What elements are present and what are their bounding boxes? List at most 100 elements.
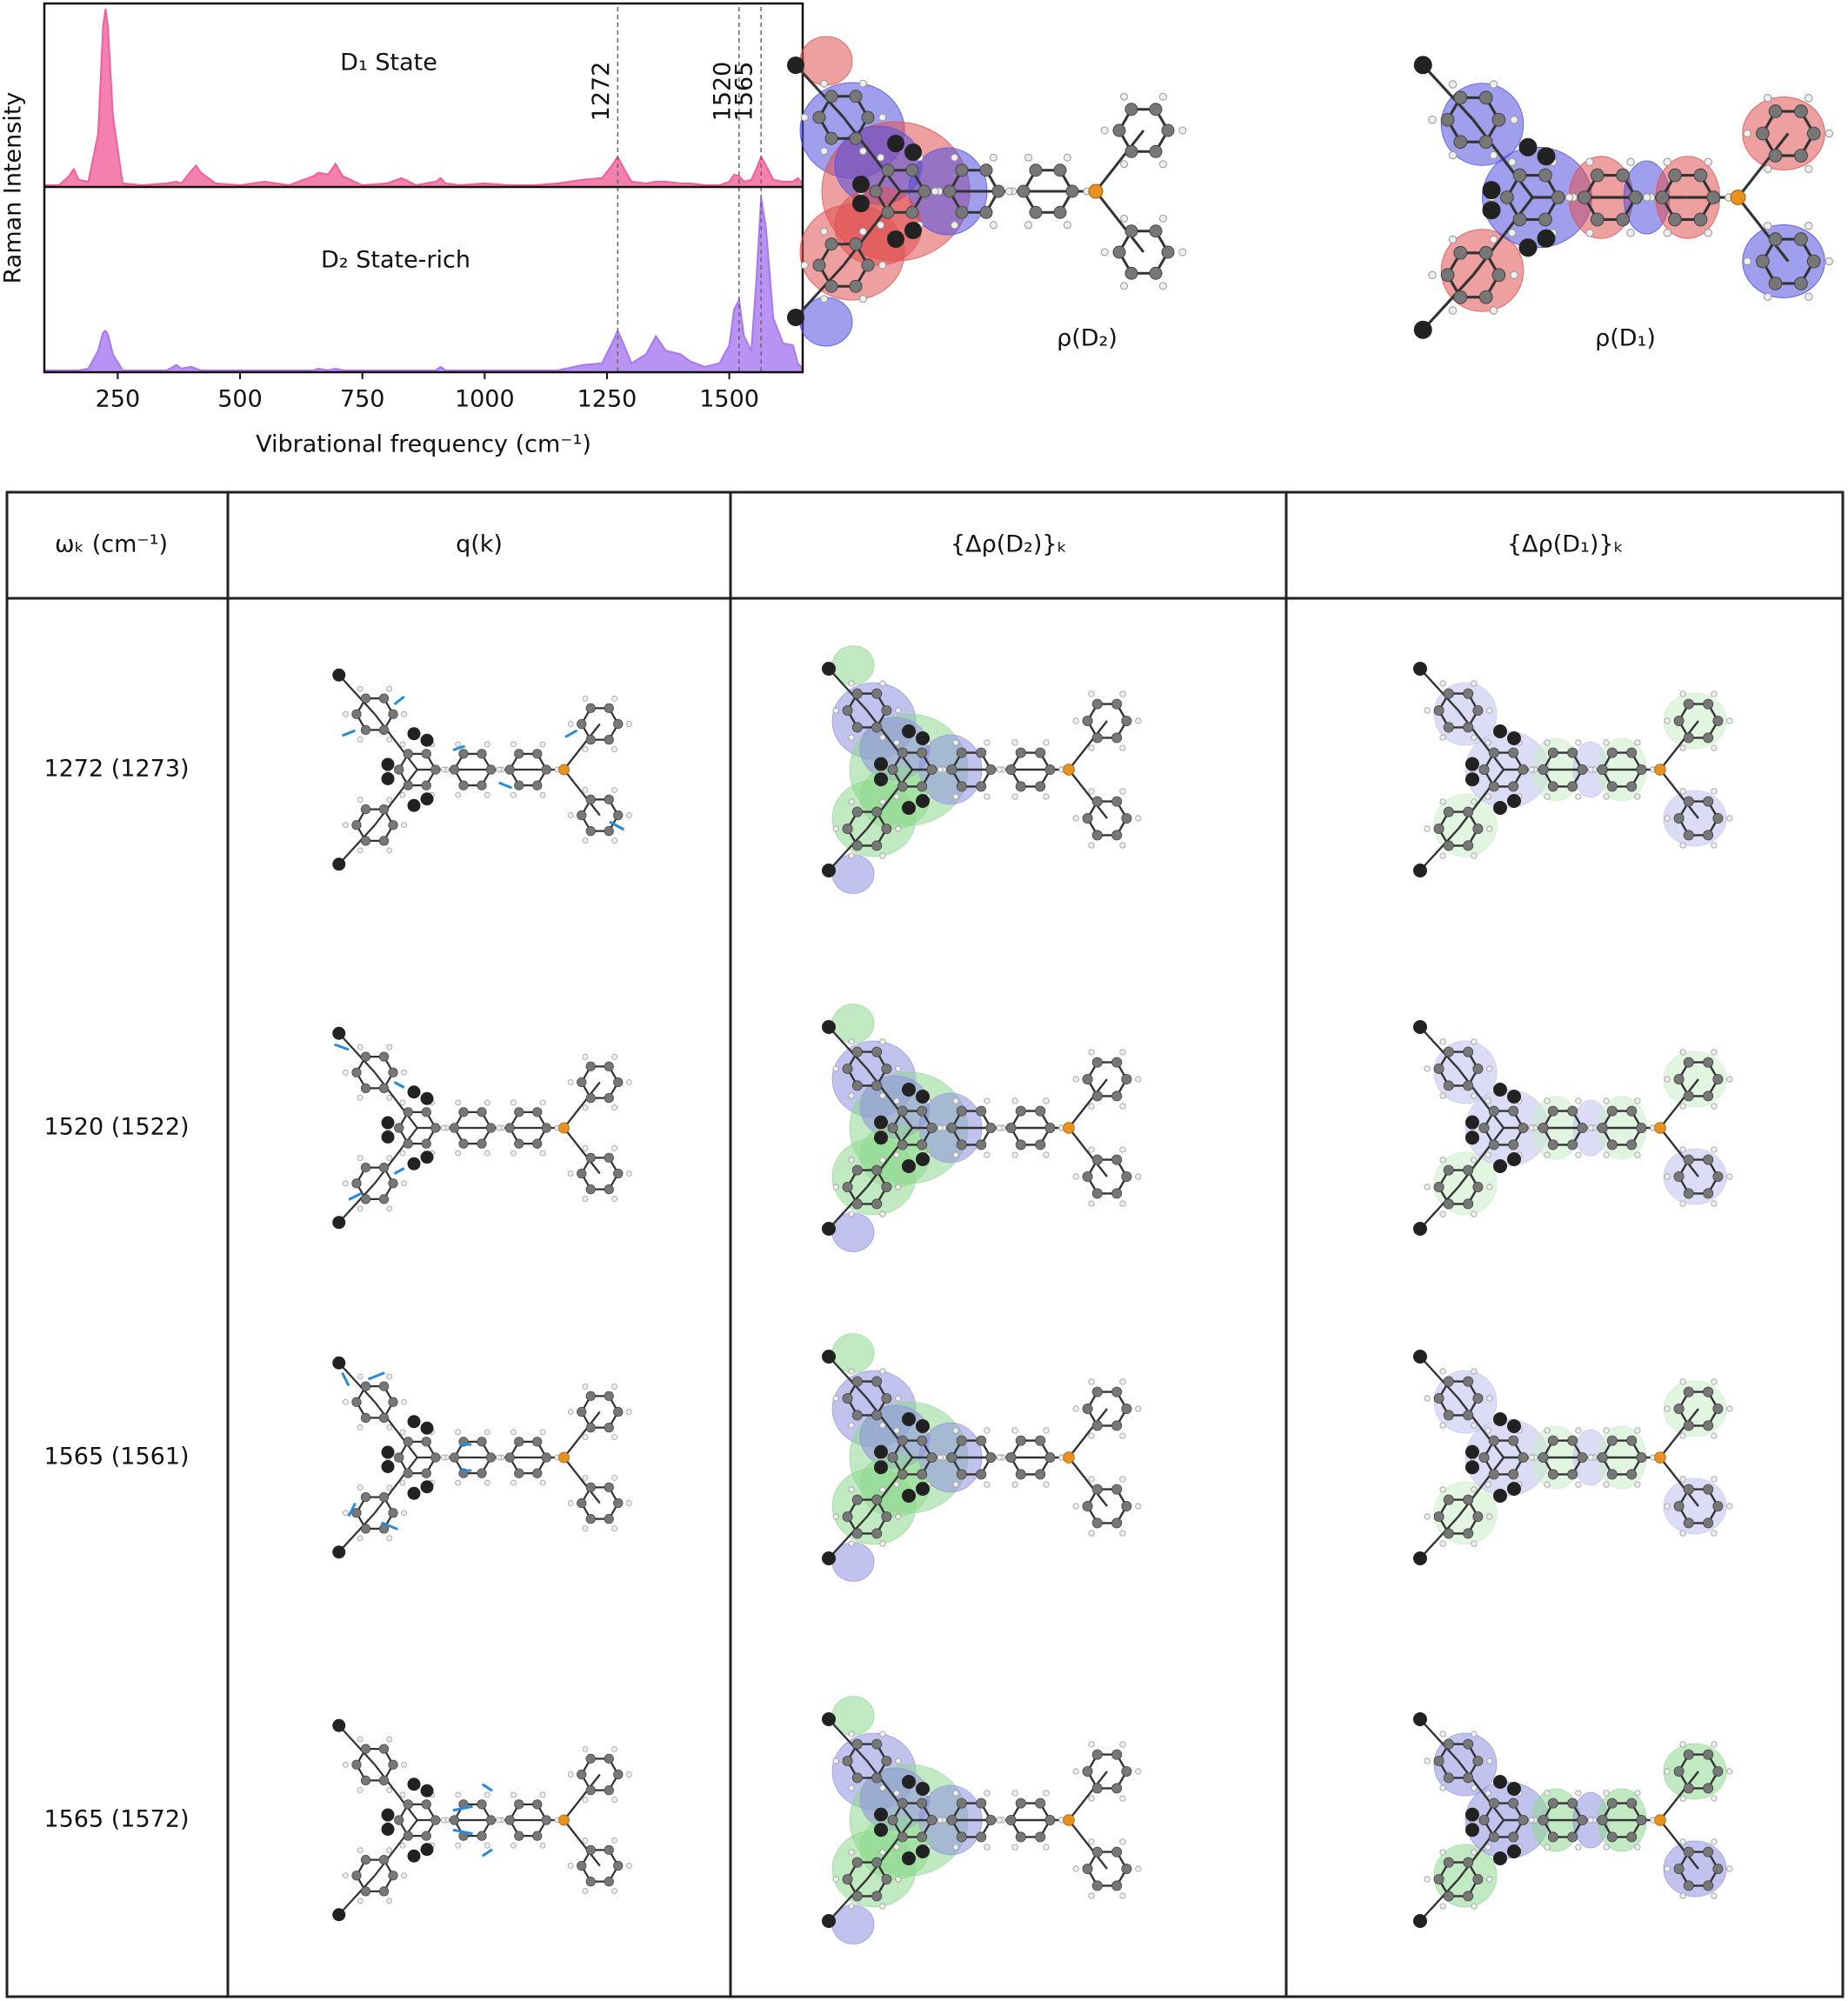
hydrogen: [1043, 1790, 1050, 1797]
carbon: [1683, 1057, 1694, 1068]
hydrogen: [1471, 1038, 1478, 1045]
hydrogen: [878, 261, 887, 270]
carbon: [449, 1452, 460, 1463]
hydrogen: [832, 1395, 839, 1402]
carbon: [1029, 205, 1043, 219]
hydrogen: [1484, 1427, 1491, 1434]
carbon: [991, 184, 1005, 198]
hydrogen: [832, 1065, 839, 1072]
heavy-atom: [1507, 1152, 1521, 1166]
phosphorus: [1654, 764, 1666, 776]
hydrogen: [1119, 1795, 1126, 1802]
hydrogen: [582, 696, 589, 702]
phosphorus: [1654, 1451, 1666, 1464]
carbon: [1443, 1080, 1454, 1091]
carbon: [1149, 103, 1163, 117]
bond: [1458, 1760, 1504, 1821]
bond: [828, 1516, 868, 1559]
carbon: [1472, 1063, 1484, 1074]
carbon: [1091, 1484, 1103, 1495]
carbon: [1703, 1386, 1714, 1397]
hydrogen: [1439, 1038, 1446, 1045]
hydrogen: [895, 825, 902, 832]
hydrogen: [879, 798, 886, 805]
bond: [866, 1127, 913, 1188]
displacement-arrow: [348, 1191, 363, 1201]
hydrogen: [401, 1069, 407, 1076]
bond: [1737, 197, 1790, 263]
hydrogen: [1088, 1200, 1095, 1207]
carbon: [541, 764, 551, 775]
bond: [1068, 1771, 1108, 1821]
carbon: [1091, 732, 1103, 744]
hydrogen: [1634, 1790, 1641, 1797]
carbon: [842, 824, 853, 835]
carbon: [1768, 149, 1783, 163]
hydrogen: [1679, 1838, 1686, 1845]
hydrogen: [357, 1424, 364, 1431]
carbon: [1626, 1798, 1638, 1809]
hydrogen: [1439, 852, 1446, 859]
carbon: [1488, 781, 1499, 792]
carbon: [824, 279, 838, 293]
bond: [828, 1356, 868, 1399]
heavy-atom: [1537, 229, 1556, 248]
carbon: [956, 1139, 967, 1151]
displacement-arrow: [367, 1371, 385, 1381]
carbon: [604, 1877, 614, 1887]
hydrogen: [1510, 270, 1518, 279]
heavy-atom: [1465, 772, 1479, 787]
hydrogen: [484, 741, 490, 748]
carbon: [1683, 1880, 1694, 1891]
carbon: [1683, 796, 1694, 807]
carbon: [1091, 698, 1103, 710]
heavy-atom: [420, 792, 434, 806]
hydrogen: [877, 221, 885, 230]
carbon: [351, 1178, 362, 1189]
carbon: [979, 163, 993, 177]
hydrogen: [996, 1817, 1003, 1824]
carbon: [1035, 747, 1046, 758]
x-tick-label: 1250: [577, 386, 637, 413]
hydrogen: [386, 1484, 393, 1491]
carbon: [1768, 104, 1783, 118]
carbon: [1703, 1749, 1714, 1760]
molecule: [1413, 1712, 1733, 1928]
carbon: [1478, 1814, 1490, 1826]
displacement-arrow: [481, 1783, 493, 1792]
hydrogen: [1764, 222, 1772, 230]
hydrogen: [1424, 707, 1431, 714]
carbon: [851, 1410, 863, 1421]
heavy-atom: [1493, 1159, 1507, 1173]
carbon: [388, 1067, 398, 1077]
carbon: [604, 1514, 614, 1524]
hydrogen: [1439, 734, 1446, 741]
carbon: [1703, 1420, 1714, 1431]
hydrogen: [1043, 793, 1050, 800]
carbon: [1626, 747, 1638, 758]
hydrogen: [1072, 1405, 1079, 1412]
carbon: [1597, 1451, 1608, 1464]
hydrogen: [989, 153, 997, 162]
carbon: [421, 749, 431, 759]
bond: [828, 828, 868, 871]
hydrogen: [496, 766, 503, 773]
carbon: [532, 1799, 543, 1810]
x-axis-label: Vibrational frequency (cm⁻¹): [256, 431, 591, 458]
hydrogen: [582, 1797, 589, 1803]
carbon: [1703, 732, 1714, 744]
carbon: [360, 693, 371, 704]
area-line: [44, 197, 804, 371]
hydrogen: [1704, 157, 1712, 166]
bond: [828, 668, 868, 711]
hydrogen: [399, 1150, 406, 1157]
carbon: [1440, 112, 1455, 127]
carbon: [388, 1178, 398, 1189]
carbon: [1636, 1122, 1647, 1134]
carbon: [1463, 1738, 1474, 1750]
hydrogen: [1544, 1151, 1551, 1158]
heavy-atom: [407, 1415, 421, 1429]
carbon: [1463, 1494, 1474, 1505]
displacement-arrow: [564, 729, 578, 738]
hydrogen: [582, 1888, 589, 1894]
